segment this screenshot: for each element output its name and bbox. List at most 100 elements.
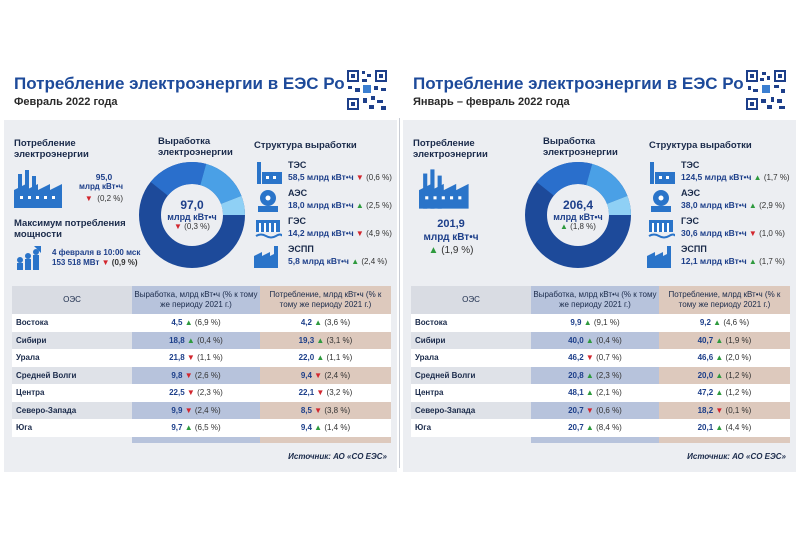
down-arrow-icon: ▼ bbox=[186, 388, 195, 398]
cell-generation: 22,5 ▼ (2,3 %) bbox=[132, 384, 260, 402]
generation-value: 97,0 bbox=[180, 198, 204, 212]
cell-generation: 9,9 ▼ (2,4 %) bbox=[132, 401, 260, 419]
page-title: Потребление электроэнергии в ЕЭС России bbox=[413, 74, 784, 93]
generation-change: (1,8 %) bbox=[570, 222, 596, 231]
cell-consumption: 46,6 ▲ (2,0 %) bbox=[658, 349, 790, 367]
cell-consumption: 4,2 ▲ (3,6 %) bbox=[259, 314, 391, 332]
column-header-oes: ОЭС bbox=[411, 286, 532, 314]
page-subtitle: Февраль 2022 года bbox=[14, 96, 118, 108]
table-row: Урала 46,2 ▼ (0,7 %) 46,6 ▲ (2,0 %) bbox=[411, 349, 790, 367]
cell-generation: 20,7 ▲ (8,4 %) bbox=[531, 419, 659, 437]
factory-icon bbox=[14, 170, 62, 208]
cell-consumption: 22,0 ▲ (1,1 %) bbox=[259, 349, 391, 367]
consumption-label: Потребление электроэнергии bbox=[14, 138, 89, 160]
footer-cell bbox=[259, 436, 391, 443]
up-arrow-icon: ▲ bbox=[316, 353, 325, 363]
down-arrow-icon: ▼ bbox=[186, 353, 195, 363]
consumption-value-block: 95,0 млрд кВт•ч ▼ (0,2 %) bbox=[79, 172, 124, 204]
consumption-change: (3,6 %) bbox=[324, 318, 351, 328]
cell-consumption: 9,2 ▲ (4,6 %) bbox=[658, 314, 790, 332]
cell-consumption: 47,2 ▲ (1,2 %) bbox=[658, 384, 790, 402]
structure-label: Структура выработки bbox=[649, 140, 752, 151]
consumption-change: (4,6 %) bbox=[723, 318, 750, 328]
cell-region: Сибири bbox=[411, 331, 532, 349]
structure-item-change: (2,9 %) bbox=[759, 201, 785, 210]
max-power-change: (0,9 %) bbox=[111, 258, 138, 267]
consumption-value: 95,0 bbox=[95, 172, 113, 182]
up-arrow-icon: ▲ bbox=[560, 222, 568, 231]
max-power-block: 4 февраля в 10:00 мск 153 518 МВт ▼ (0,9… bbox=[52, 248, 140, 268]
table-row: Средней Волги 20,8 ▲ (2,3 %) 20,0 ▲ (1,2 %… bbox=[411, 366, 790, 384]
table-row: Юга 9,7 ▲ (6,5 %) 9,4 ▲ (1,4 %) bbox=[12, 419, 391, 437]
cell-generation: 4,5 ▲ (6,9 %) bbox=[132, 314, 260, 332]
structure-item-value: 14,2 млрд кВт•ч bbox=[288, 228, 354, 238]
down-arrow-icon: ▼ bbox=[585, 353, 594, 363]
consumption-value: 4,2 bbox=[300, 318, 312, 328]
table-row: Сибири 18,8 ▲ (0,4 %) 19,3 ▲ (3,1 %) bbox=[12, 331, 391, 349]
consumption-value: 18,2 bbox=[697, 405, 714, 415]
structure-item-change: (1,7 %) bbox=[759, 257, 785, 266]
consumption-value: 20,1 bbox=[697, 423, 714, 433]
up-arrow-icon: ▲ bbox=[713, 318, 722, 328]
consumption-change: (3,8 %) bbox=[324, 405, 351, 415]
qr-code-icon[interactable] bbox=[744, 68, 788, 112]
peak-load-icon bbox=[17, 246, 41, 270]
consumption-value: 9,4 bbox=[300, 370, 312, 380]
table-body: Востока 9,9 ▲ (9,1 %) 9,2 ▲ (4,6 %) Сибири 4… bbox=[411, 314, 790, 443]
industrial-plant-icon bbox=[254, 246, 278, 268]
qr-code-icon[interactable] bbox=[345, 68, 389, 112]
consumption-value: 46,6 bbox=[697, 353, 714, 363]
generation-value: 18,8 bbox=[169, 335, 185, 345]
table-row: Юга 20,7 ▲ (8,4 %) 20,1 ▲ (4,4 %) bbox=[411, 419, 790, 437]
consumption-value: 40,7 bbox=[697, 335, 714, 345]
table-row: Сибири 40,0 ▲ (0,4 %) 40,7 ▲ (1,9 %) bbox=[411, 331, 790, 349]
down-arrow-icon: ▼ bbox=[748, 229, 757, 238]
factory-icon bbox=[419, 169, 469, 209]
industrial-plant-icon bbox=[647, 246, 671, 268]
down-arrow-icon: ▼ bbox=[174, 222, 182, 231]
structure-item-change: (4,9 %) bbox=[366, 229, 392, 238]
donut-segment-aes bbox=[139, 162, 245, 268]
up-arrow-icon: ▲ bbox=[748, 257, 757, 266]
up-arrow-icon: ▲ bbox=[583, 318, 592, 328]
table-body: Востока 4,5 ▲ (6,9 %) 4,2 ▲ (3,6 %) Сибири 1… bbox=[12, 314, 391, 443]
generation-donut-chart bbox=[525, 162, 631, 268]
up-arrow-icon: ▲ bbox=[355, 201, 364, 210]
generation-change: (2,4 %) bbox=[194, 405, 221, 415]
down-arrow-icon: ▼ bbox=[314, 405, 323, 415]
cell-generation: 20,8 ▲ (2,3 %) bbox=[531, 366, 659, 384]
generation-label: Выработка электроэнергии bbox=[543, 136, 618, 158]
structure-item-change: (1,7 %) bbox=[763, 173, 790, 182]
down-arrow-icon: ▼ bbox=[355, 229, 364, 238]
cell-consumption: 40,7 ▲ (1,9 %) bbox=[658, 331, 790, 349]
generation-change: (0,4 %) bbox=[596, 335, 622, 345]
consumption-change: (3,2 %) bbox=[326, 388, 353, 398]
cell-region: Северо-Запада bbox=[12, 401, 133, 419]
column-header-generation: Выработка, млрд кВт•ч (% к тому же перио… bbox=[531, 286, 659, 314]
generation-unit: млрд кВт•ч bbox=[167, 212, 217, 222]
structure-item-value: 58,5 млрд кВт•ч bbox=[288, 172, 354, 182]
up-arrow-icon: ▲ bbox=[184, 423, 193, 433]
generation-center-text: 206,4 млрд кВт•ч ▲ (1,8 %) bbox=[540, 198, 616, 231]
source-note: Источник: АО «СО ЕЭС» bbox=[288, 452, 387, 461]
structure-item-value: 5,8 млрд кВт•ч bbox=[288, 256, 349, 266]
down-arrow-icon: ▼ bbox=[355, 173, 364, 182]
cell-region: Центра bbox=[411, 384, 532, 402]
generation-change: (9,1 %) bbox=[593, 318, 620, 328]
consumption-change: (1,9 %) bbox=[441, 245, 474, 256]
consumption-change: (1,2 %) bbox=[725, 388, 752, 398]
up-arrow-icon: ▲ bbox=[585, 423, 594, 433]
generation-unit: млрд кВт•ч bbox=[553, 212, 603, 222]
structure-item-name: ЭСПП bbox=[288, 244, 314, 254]
hydro-plant-icon bbox=[648, 220, 675, 239]
cell-region: Юга bbox=[411, 419, 532, 437]
footer-cell bbox=[132, 436, 260, 443]
source-note: Источник: АО «СО ЕЭС» bbox=[687, 452, 786, 461]
consumption-value-block: 201,9 млрд кВт•ч ▲ (1,9 %) bbox=[411, 218, 491, 257]
down-arrow-icon: ▼ bbox=[585, 405, 594, 415]
cell-consumption: 19,3 ▲ (3,1 %) bbox=[259, 331, 391, 349]
consumption-value: 9,2 bbox=[699, 318, 711, 328]
generation-change: (0,7 %) bbox=[596, 353, 622, 363]
panel-february: Потребление электроэнергии в ЕЭС России … bbox=[4, 60, 397, 472]
consumption-value: 19,3 bbox=[298, 335, 315, 345]
